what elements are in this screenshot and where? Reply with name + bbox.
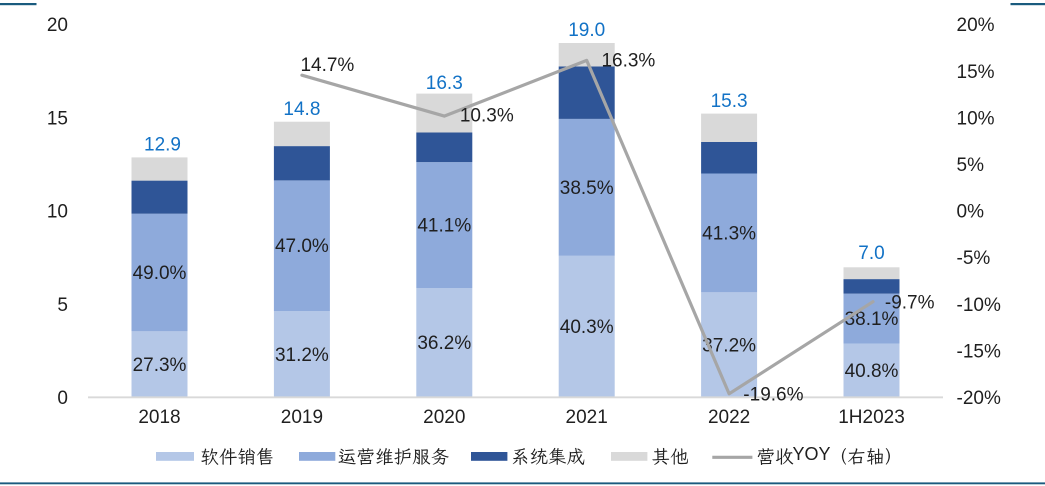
svg-text:-5%: -5% [957, 248, 991, 269]
svg-text:12.9: 12.9 [144, 135, 181, 156]
svg-text:0%: 0% [957, 202, 985, 223]
svg-text:31.2%: 31.2% [275, 345, 329, 366]
svg-text:20: 20 [47, 15, 68, 36]
svg-text:38.1%: 38.1% [845, 309, 899, 330]
svg-text:5: 5 [57, 295, 68, 316]
svg-text:2020: 2020 [423, 407, 465, 428]
svg-text:15: 15 [47, 108, 68, 129]
svg-text:16.3: 16.3 [426, 73, 463, 94]
svg-text:47.0%: 47.0% [275, 236, 329, 257]
svg-text:41.1%: 41.1% [417, 216, 471, 237]
svg-text:2022: 2022 [708, 407, 750, 428]
svg-text:41.3%: 41.3% [702, 224, 756, 245]
svg-text:19.0: 19.0 [568, 20, 605, 41]
svg-text:14.7%: 14.7% [300, 55, 354, 76]
svg-text:-20%: -20% [957, 388, 1001, 409]
svg-text:10%: 10% [957, 108, 995, 129]
svg-text:-10%: -10% [957, 295, 1001, 316]
svg-text:-15%: -15% [957, 341, 1001, 362]
svg-text:7.0: 7.0 [858, 243, 884, 264]
svg-text:10: 10 [47, 202, 68, 223]
svg-text:15.3: 15.3 [711, 91, 748, 112]
svg-text:20%: 20% [957, 15, 995, 36]
svg-text:36.2%: 36.2% [417, 333, 471, 354]
svg-text:37.2%: 37.2% [702, 335, 756, 356]
svg-text:40.8%: 40.8% [845, 361, 899, 382]
svg-text:-9.7%: -9.7% [885, 293, 935, 314]
svg-text:-19.6%: -19.6% [743, 385, 803, 406]
svg-text:15%: 15% [957, 62, 995, 83]
svg-text:1H2023: 1H2023 [838, 407, 905, 428]
svg-text:YOY: YOY [793, 444, 831, 464]
svg-text:10.3%: 10.3% [460, 106, 514, 127]
svg-text:38.5%: 38.5% [560, 178, 614, 199]
svg-text:16.3%: 16.3% [601, 51, 655, 72]
svg-text:14.8: 14.8 [283, 99, 320, 120]
svg-text:2019: 2019 [281, 407, 323, 428]
svg-text:40.3%: 40.3% [560, 317, 614, 338]
svg-text:5%: 5% [957, 155, 985, 176]
svg-text:49.0%: 49.0% [133, 263, 187, 284]
svg-text:2018: 2018 [138, 407, 180, 428]
svg-text:0: 0 [57, 388, 68, 409]
svg-text:2021: 2021 [566, 407, 608, 428]
svg-text:27.3%: 27.3% [133, 355, 187, 376]
